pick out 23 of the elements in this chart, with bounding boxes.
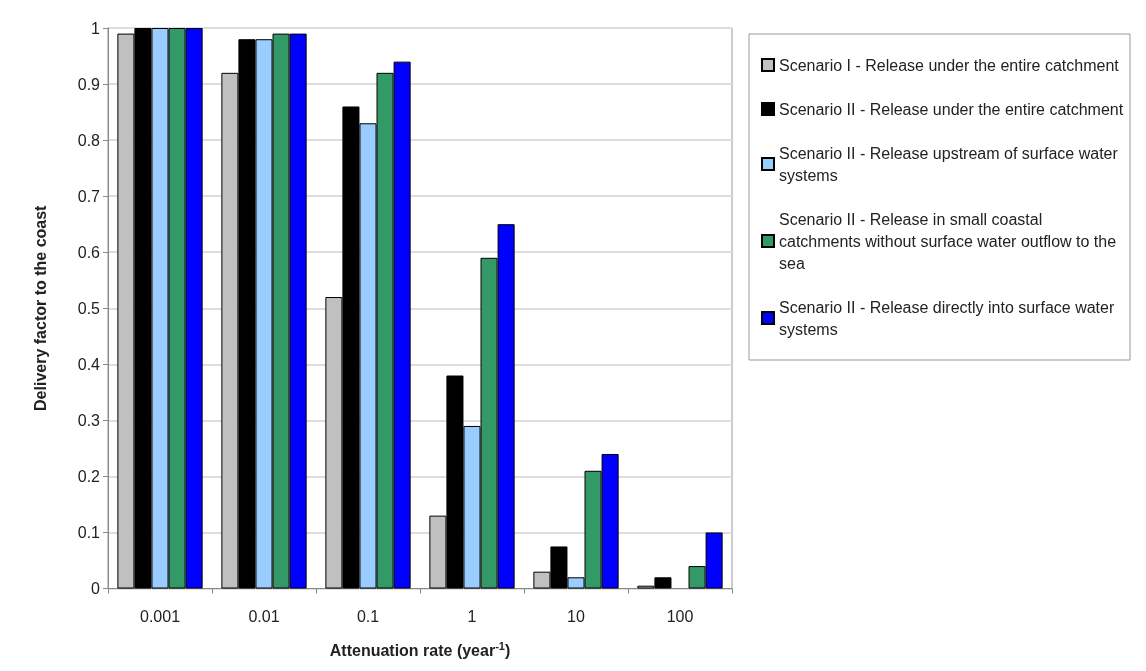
x-tick-label: 0.001: [139, 608, 181, 625]
x-tick-label: 0.01: [248, 608, 280, 625]
y-tick-label: 0: [91, 580, 101, 597]
legend-label: Scenario II - Release upstream of surface water systems: [779, 144, 1123, 184]
x-tick-label: 0.1: [356, 608, 380, 625]
y-tick-label: 0.7: [77, 187, 101, 205]
y-tick-label: 0.1: [77, 523, 101, 541]
y-tick-label: 0.5: [77, 299, 101, 317]
y-axis-title: Delivery factor to the coast: [31, 204, 49, 411]
x-tick-label: 1: [467, 608, 477, 625]
y-tick-label: 1: [91, 19, 101, 37]
y-tick-label: 0.2: [77, 467, 101, 485]
y-tick-label: 0.6: [77, 243, 101, 261]
legend-label: Scenario I - Release under the entire catchment: [779, 56, 1120, 74]
y-tick-label: 0.9: [77, 75, 101, 93]
y-tick-label: 0.4: [77, 355, 101, 373]
legend-label: Scenario II - Release in small coastal catchments without surface water outflow to the sea: [779, 210, 1121, 272]
legend-label: Scenario II - Release under the entire catchment: [779, 100, 1124, 118]
y-tick-label: 0.3: [77, 411, 101, 429]
legend-label: Scenario II - Release directly into surface water systems: [779, 298, 1119, 338]
y-tick-label: 0.8: [77, 131, 101, 149]
x-tick-label: 10: [567, 608, 585, 625]
x-tick-label: 100: [666, 608, 694, 625]
